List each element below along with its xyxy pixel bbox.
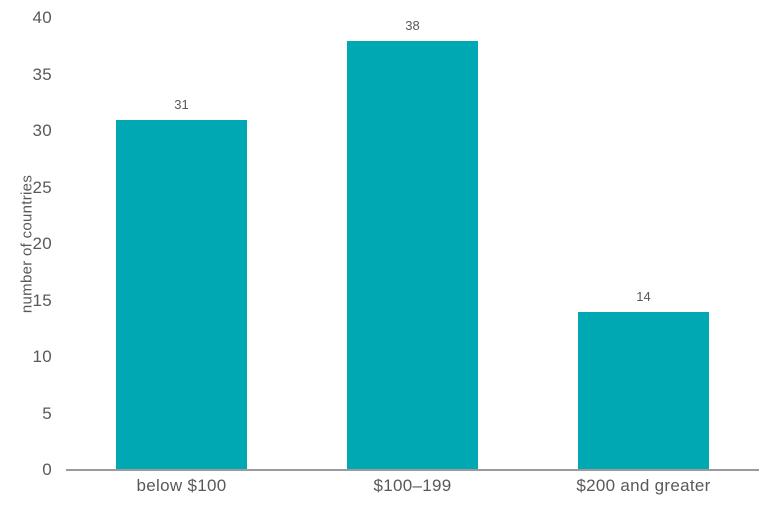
bar (346, 40, 479, 470)
y-tick-label: 40 (32, 8, 52, 27)
bar (115, 119, 248, 470)
y-tick-label: 0 (42, 460, 52, 479)
bar-value-label: 14 (636, 288, 651, 304)
y-tick-label: 5 (42, 403, 52, 423)
y-tick-label: 10 (32, 347, 52, 366)
y-tick-label: 35 (32, 64, 52, 84)
x-axis-line (66, 469, 759, 471)
bar (577, 311, 710, 470)
y-tick-label: 25 (32, 177, 52, 197)
y-tick-label: 15 (32, 290, 52, 310)
x-tick-label: $200 and greater (576, 476, 711, 495)
x-tick-label: $100–199 (373, 476, 452, 495)
y-tick-label: 20 (32, 234, 52, 253)
bar-value-label: 38 (405, 17, 420, 33)
x-tick-label: below $100 (136, 476, 227, 495)
y-tick-label: 30 (32, 121, 52, 140)
bar-value-label: 31 (174, 96, 189, 112)
